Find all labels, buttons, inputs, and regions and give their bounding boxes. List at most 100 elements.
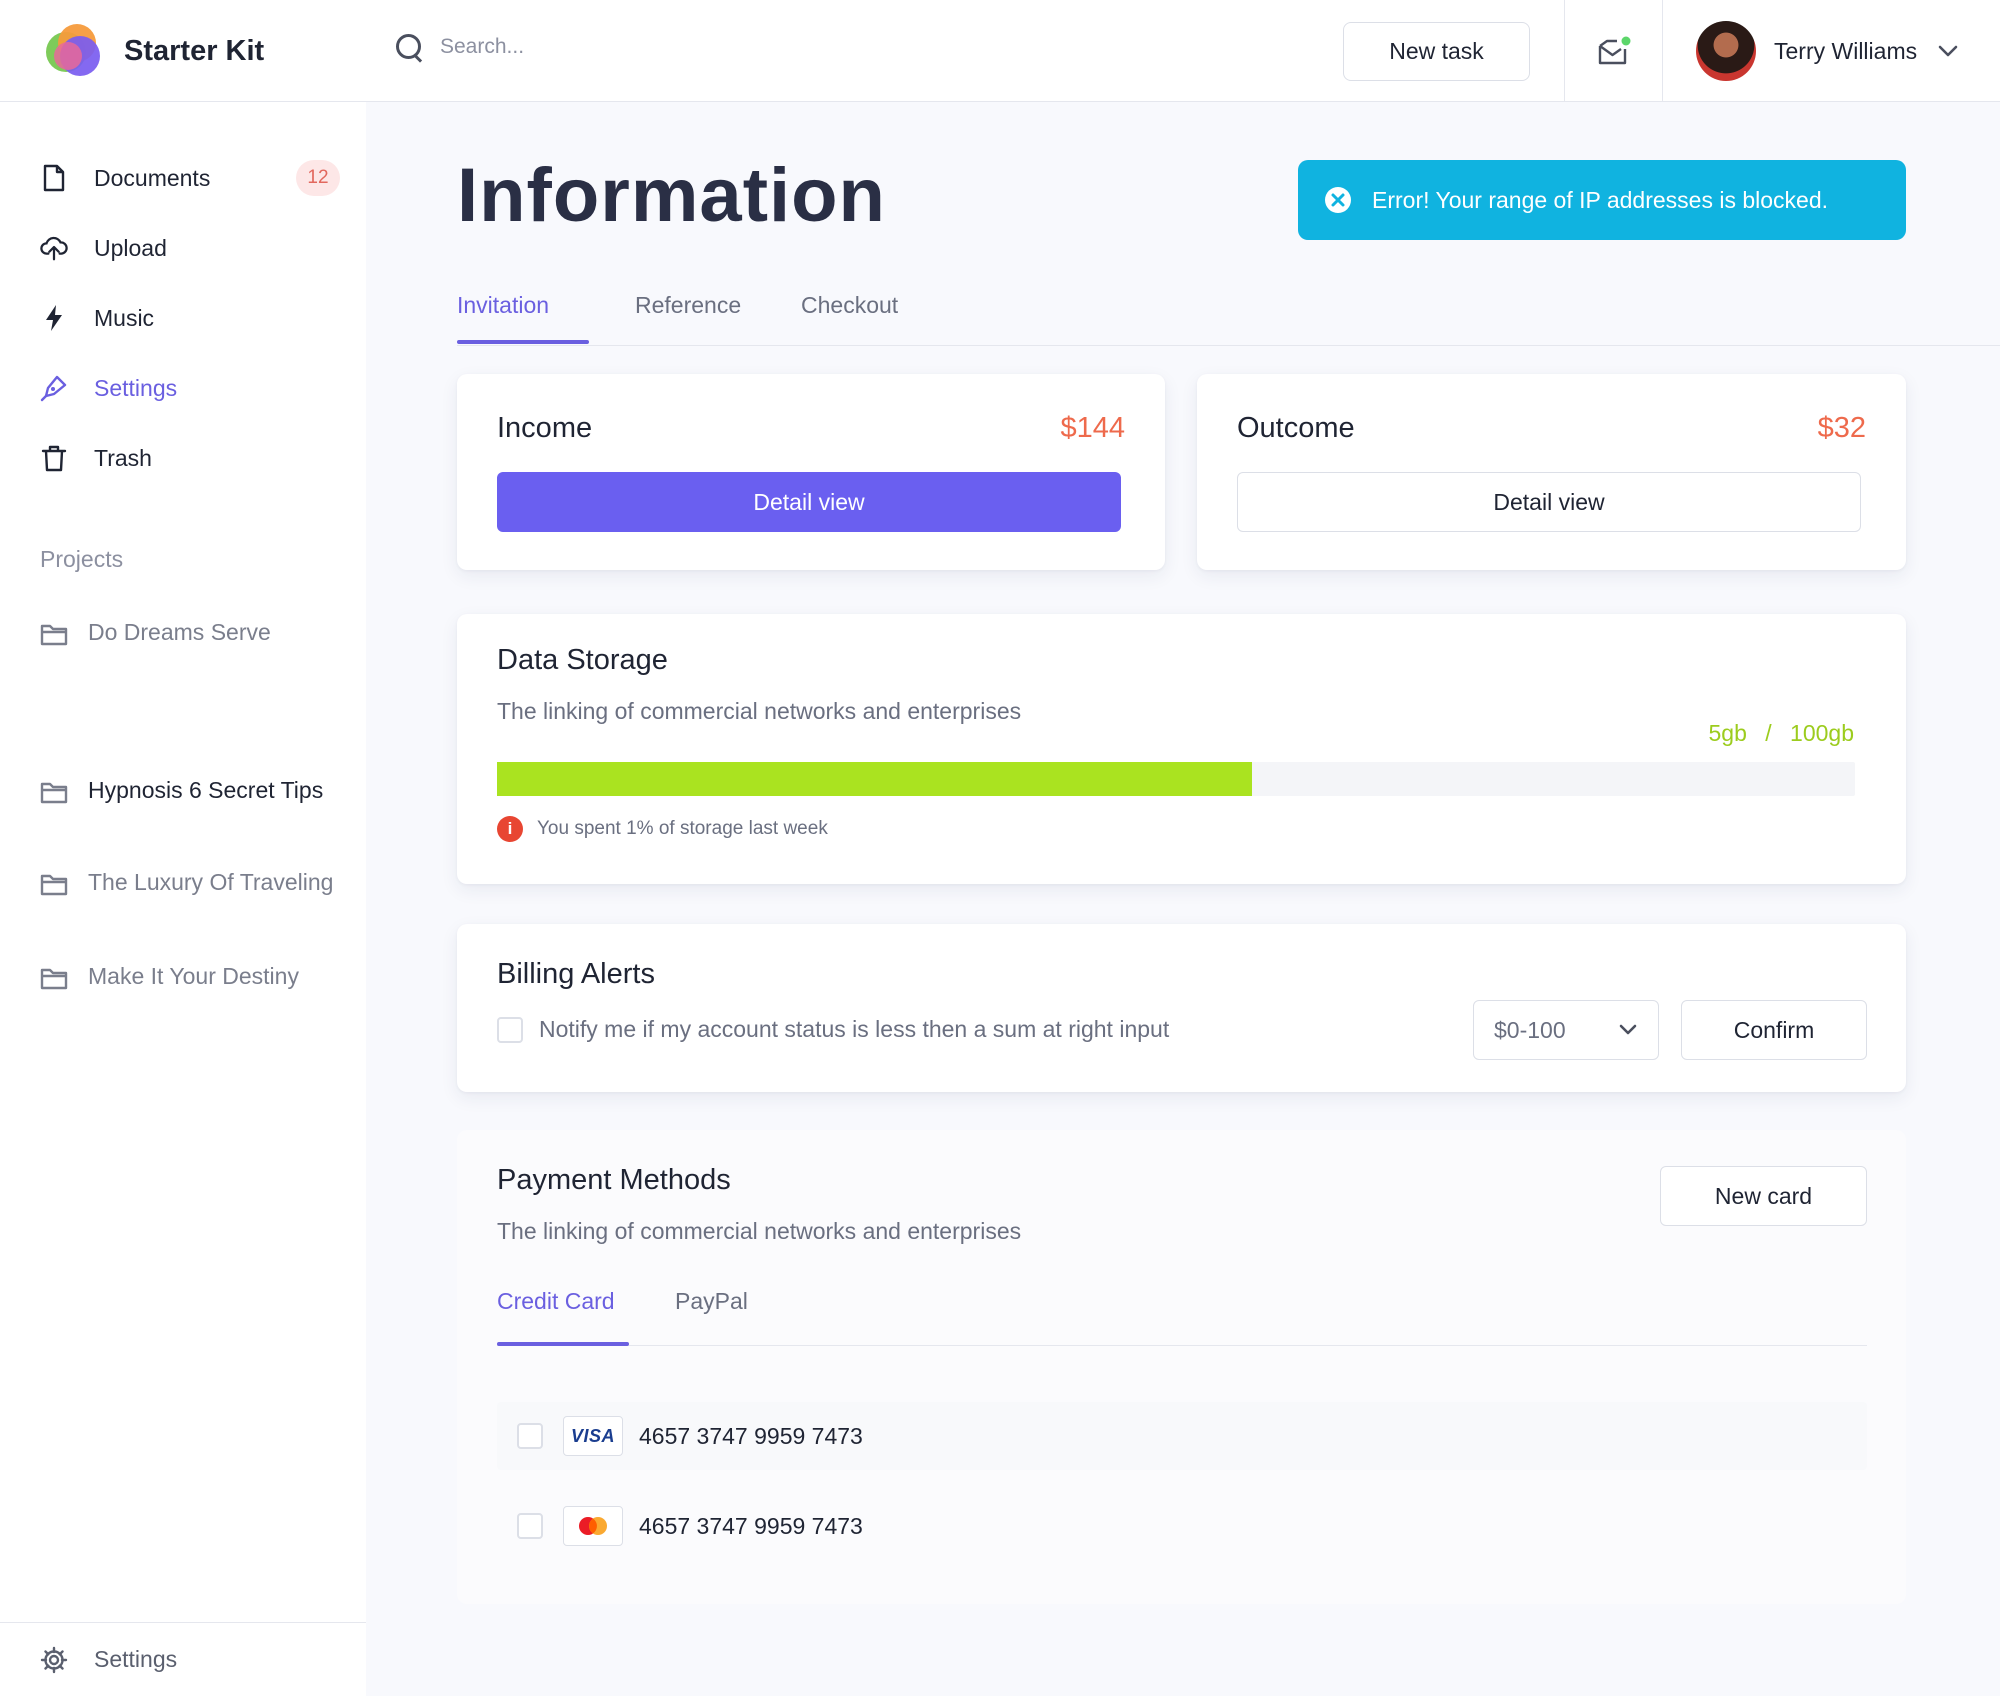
outcome-title: Outcome bbox=[1237, 412, 1355, 444]
upload-cloud-icon bbox=[40, 234, 68, 262]
mastercard-logo-icon bbox=[563, 1506, 623, 1546]
alert-text: Error! Your range of IP addresses is blo… bbox=[1372, 186, 1829, 213]
folder-icon bbox=[40, 864, 68, 907]
sidebar-bottom-label: Settings bbox=[94, 1646, 178, 1672]
sidebar-item-documents[interactable]: Documents 12 bbox=[0, 150, 366, 206]
outcome-detail-button[interactable]: Detail view bbox=[1237, 472, 1861, 532]
sidebar-item-trash[interactable]: Trash bbox=[0, 430, 366, 486]
payment-card-row[interactable]: VISA 4657 3747 9959 7473 bbox=[497, 1402, 1867, 1470]
storage-note: i You spent 1% of storage last week bbox=[497, 816, 828, 842]
pen-icon bbox=[40, 374, 68, 402]
income-detail-button[interactable]: Detail view bbox=[497, 472, 1121, 532]
brand[interactable]: Starter Kit bbox=[0, 0, 366, 102]
storage-separator: / bbox=[1765, 720, 1772, 746]
error-alert: Error! Your range of IP addresses is blo… bbox=[1298, 160, 1906, 240]
info-icon: i bbox=[497, 816, 523, 842]
document-icon bbox=[40, 164, 68, 192]
notifications-button[interactable] bbox=[1565, 0, 1663, 102]
tab-paypal[interactable]: PayPal bbox=[675, 1288, 748, 1314]
new-task-button[interactable]: New task bbox=[1343, 22, 1530, 81]
project-item[interactable]: Do Dreams Serve bbox=[40, 614, 340, 657]
folder-icon bbox=[40, 614, 68, 657]
trash-icon bbox=[40, 444, 68, 472]
tab-credit-card[interactable]: Credit Card bbox=[497, 1288, 615, 1314]
payment-card-row[interactable]: 4657 3747 9959 7473 bbox=[497, 1492, 1867, 1560]
storage-progress-bar bbox=[497, 762, 1855, 796]
chevron-down-icon bbox=[1938, 45, 1958, 57]
projects-heading: Projects bbox=[40, 546, 124, 572]
project-label: Hypnosis 6 Secret Tips bbox=[88, 777, 324, 803]
project-label: The Luxury Of Traveling bbox=[88, 869, 334, 895]
card-select-checkbox[interactable] bbox=[517, 1423, 543, 1449]
divider bbox=[1662, 0, 1663, 102]
card-number: 4657 3747 9959 7473 bbox=[639, 1512, 863, 1539]
outcome-card: Outcome $32 Detail view bbox=[1197, 374, 1906, 570]
main-tabs: Invitation Reference Checkout bbox=[457, 288, 2000, 346]
storage-used: 5gb bbox=[1708, 720, 1747, 746]
visa-logo-icon: VISA bbox=[563, 1416, 623, 1456]
income-amount: $144 bbox=[1060, 412, 1125, 444]
page-title: Information bbox=[457, 153, 886, 238]
data-storage-card: Data Storage The linking of commercial n… bbox=[457, 614, 1906, 884]
billing-alerts-card: Billing Alerts Notify me if my account s… bbox=[457, 924, 1906, 1092]
sidebar-item-label: Upload bbox=[94, 234, 167, 261]
storage-note-text: You spent 1% of storage last week bbox=[537, 818, 828, 839]
sidebar-item-label: Settings bbox=[94, 374, 178, 401]
project-item[interactable]: Hypnosis 6 Secret Tips bbox=[40, 772, 340, 815]
active-tab-indicator bbox=[457, 340, 589, 344]
confirm-button[interactable]: Confirm bbox=[1681, 1000, 1867, 1060]
brand-name: Starter Kit bbox=[124, 34, 265, 67]
storage-total: 100gb bbox=[1790, 720, 1854, 746]
new-card-button[interactable]: New card bbox=[1660, 1166, 1867, 1226]
folder-icon bbox=[40, 958, 68, 1001]
outcome-amount: $32 bbox=[1817, 412, 1866, 444]
billing-notify-row: Notify me if my account status is less t… bbox=[497, 1016, 1169, 1043]
lightning-icon bbox=[40, 304, 68, 332]
sidebar-item-music[interactable]: Music bbox=[0, 290, 366, 346]
card-select-checkbox[interactable] bbox=[517, 1513, 543, 1539]
storage-progress-fill bbox=[497, 762, 1253, 796]
income-title: Income bbox=[497, 412, 593, 444]
chevron-down-icon bbox=[1619, 1024, 1637, 1035]
user-menu[interactable]: Terry Williams bbox=[1696, 20, 1959, 82]
tab-invitation[interactable]: Invitation bbox=[457, 292, 550, 318]
divider bbox=[1564, 0, 1565, 102]
top-bar: Starter Kit New task Terry Williams bbox=[0, 0, 2000, 102]
sidebar-item-label: Documents bbox=[94, 164, 211, 191]
amount-range-select[interactable]: $0-100 bbox=[1473, 1000, 1659, 1060]
close-circle-icon[interactable] bbox=[1324, 186, 1352, 214]
card-number: 4657 3747 9959 7473 bbox=[639, 1422, 863, 1449]
select-value: $0-100 bbox=[1494, 1016, 1566, 1043]
search-icon bbox=[394, 32, 424, 62]
sidebar-item-settings[interactable]: Settings bbox=[0, 360, 366, 416]
notify-checkbox[interactable] bbox=[497, 1016, 523, 1043]
payment-title: Payment Methods bbox=[497, 1164, 731, 1196]
sidebar-item-bottom-settings[interactable]: Settings bbox=[0, 1622, 366, 1696]
payment-tabs: Credit Card PayPal bbox=[497, 1288, 1867, 1346]
tab-reference[interactable]: Reference bbox=[635, 292, 742, 318]
storage-subtitle: The linking of commercial networks and e… bbox=[497, 698, 1022, 724]
storage-usage: 5gb / 100gb bbox=[1708, 720, 1854, 747]
sidebar-item-label: Music bbox=[94, 304, 155, 331]
notify-label: Notify me if my account status is less t… bbox=[539, 1016, 1170, 1042]
folder-icon bbox=[40, 772, 68, 815]
income-card: Income $144 Detail view bbox=[457, 374, 1165, 570]
project-item[interactable]: Make It Your Destiny bbox=[40, 958, 340, 1001]
billing-title: Billing Alerts bbox=[497, 958, 655, 990]
gear-icon bbox=[40, 1646, 68, 1674]
sidebar-item-upload[interactable]: Upload bbox=[0, 220, 366, 276]
search-bar bbox=[394, 32, 1040, 62]
user-name: Terry Williams bbox=[1774, 37, 1918, 64]
payment-methods-card: Payment Methods The linking of commercia… bbox=[457, 1130, 1906, 1604]
tab-checkout[interactable]: Checkout bbox=[801, 292, 899, 318]
active-tab-indicator bbox=[497, 1342, 629, 1346]
sidebar-item-label: Trash bbox=[94, 444, 152, 471]
payment-subtitle: The linking of commercial networks and e… bbox=[497, 1218, 1022, 1244]
project-label: Do Dreams Serve bbox=[88, 619, 271, 645]
count-badge: 12 bbox=[296, 160, 340, 196]
storage-title: Data Storage bbox=[497, 644, 668, 676]
project-item[interactable]: The Luxury Of Traveling bbox=[40, 864, 340, 907]
brand-logo-icon bbox=[44, 22, 102, 80]
avatar bbox=[1696, 21, 1756, 81]
search-input[interactable] bbox=[440, 35, 1040, 59]
